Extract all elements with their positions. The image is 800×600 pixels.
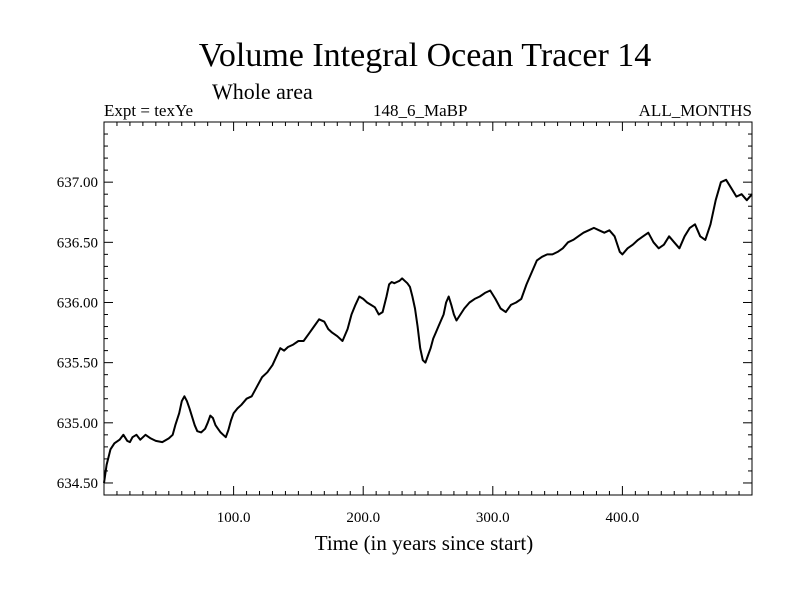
y-tick-label: 635.00 [57,416,98,432]
chart-subtitle: Whole area [212,79,313,104]
experiment-label: Expt = texYe [104,101,194,120]
plot-frame [103,121,753,496]
run-label: 148_6_MaBP [373,101,468,120]
y-tick-label: 635.50 [57,356,98,372]
x-tick-label: 200.0 [346,510,380,526]
x-tick-label: 300.0 [476,510,510,526]
series-line [103,178,753,484]
x-axis-label: Time (in years since start) [314,531,534,555]
months-label: ALL_MONTHS [638,101,752,120]
chart-title: Volume Integral Ocean Tracer 14 [198,37,652,74]
x-tick-label: 100.0 [217,510,251,526]
y-tick-label: 634.50 [57,476,98,492]
y-tick-label: 636.00 [57,295,98,311]
y-tick-label: 636.50 [57,235,98,251]
y-tick-label: 637.00 [57,175,98,191]
x-tick-label: 400.0 [606,510,640,526]
